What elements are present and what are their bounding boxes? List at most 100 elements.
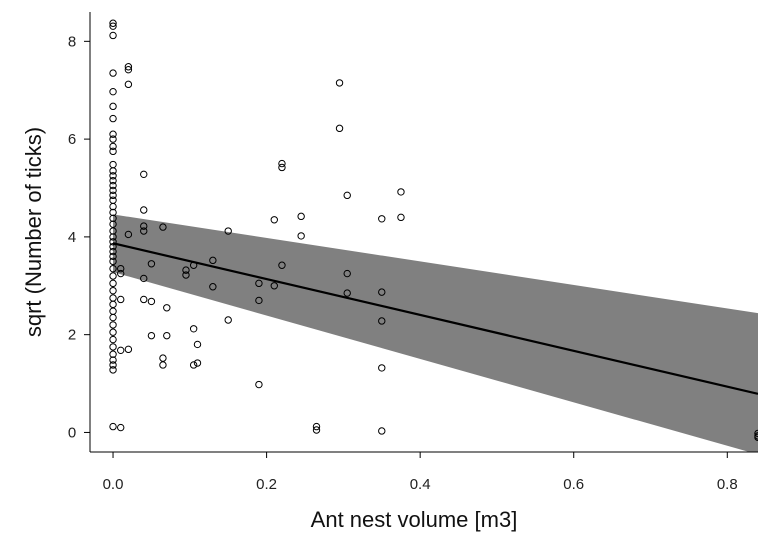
data-point — [255, 279, 263, 288]
data-point — [378, 364, 386, 372]
data-point — [270, 216, 278, 224]
data-point — [297, 212, 305, 221]
axes: 0 2 4 6 8 0.0 0.2 0.4 0.6 0.8 — [68, 12, 758, 493]
confidence-band — [113, 214, 758, 452]
data-point — [109, 361, 117, 369]
data-point — [117, 269, 125, 278]
data-point — [312, 426, 321, 434]
data-point — [335, 79, 344, 87]
data-point — [109, 321, 117, 329]
data-point — [163, 331, 171, 340]
data-point — [109, 87, 117, 96]
data-point — [109, 172, 117, 180]
regression-line — [112, 242, 758, 395]
data-point — [109, 102, 117, 111]
data-point — [209, 256, 217, 265]
data-point — [109, 252, 117, 261]
data-point — [109, 350, 117, 358]
y-axis-label: sqrt (Number of ticks) — [21, 127, 46, 337]
data-point — [109, 307, 117, 315]
data-point — [270, 282, 278, 290]
data-point — [109, 19, 117, 27]
data-point — [109, 69, 117, 77]
data-point — [124, 80, 133, 89]
data-point — [140, 227, 148, 235]
data-point — [140, 295, 148, 304]
data-point — [159, 354, 167, 362]
data-point — [163, 304, 171, 312]
data-point — [189, 361, 198, 369]
data-point — [278, 163, 286, 172]
data-point — [109, 186, 117, 195]
y-tick-label: 8 — [68, 33, 76, 50]
data-point — [378, 215, 386, 223]
data-point — [335, 124, 344, 133]
data-point — [109, 196, 117, 204]
data-point — [109, 176, 117, 185]
data-point — [109, 227, 117, 235]
data-point — [140, 222, 148, 230]
data-point — [147, 297, 156, 306]
data-point — [397, 213, 405, 222]
data-point — [109, 191, 117, 200]
data-point — [378, 317, 386, 325]
data-point — [109, 233, 117, 241]
data-point — [378, 288, 386, 296]
data-points — [109, 19, 758, 442]
data-point — [124, 65, 133, 74]
data-point — [140, 206, 148, 214]
data-point — [159, 361, 167, 369]
data-point — [124, 63, 133, 71]
data-point — [109, 142, 117, 151]
data-point — [297, 232, 305, 240]
data-point — [109, 300, 117, 309]
data-point — [124, 345, 133, 354]
data-point — [109, 257, 117, 266]
x-tick-label: 0.0 — [103, 476, 124, 493]
data-point — [182, 271, 190, 279]
data-point — [140, 274, 148, 283]
data-point — [109, 247, 117, 256]
data-point — [193, 340, 202, 349]
data-point — [397, 188, 405, 196]
data-point — [109, 208, 117, 217]
data-point — [147, 331, 156, 340]
data-point — [109, 335, 117, 344]
data-point — [278, 261, 286, 269]
data-point — [189, 325, 198, 333]
data-point — [343, 191, 351, 200]
data-point — [109, 366, 117, 374]
data-point — [109, 422, 117, 431]
data-point — [117, 264, 125, 273]
x-tick-label: 0.2 — [256, 476, 277, 493]
data-point — [109, 328, 117, 336]
data-point — [278, 159, 286, 168]
data-point — [182, 266, 190, 274]
y-tick-label: 2 — [68, 327, 76, 344]
data-point — [109, 356, 117, 364]
data-point — [343, 269, 351, 278]
data-point — [109, 343, 117, 351]
data-point — [117, 346, 125, 355]
data-point — [109, 214, 117, 223]
data-point — [255, 380, 263, 389]
data-point — [109, 272, 117, 280]
y-tick-label: 4 — [68, 229, 76, 246]
data-point — [117, 423, 125, 432]
data-point — [117, 295, 125, 304]
x-axis-label: Ant nest volume [m3] — [311, 507, 518, 532]
data-point — [193, 359, 202, 367]
data-point — [343, 289, 351, 297]
x-tick-label: 0.4 — [410, 476, 431, 493]
y-tick-label: 6 — [68, 131, 76, 148]
data-point — [109, 181, 117, 190]
data-point — [109, 167, 117, 175]
data-point — [209, 283, 217, 291]
data-point — [109, 22, 117, 30]
data-point — [159, 223, 167, 231]
data-point — [109, 31, 117, 40]
data-point — [378, 427, 386, 435]
data-point — [109, 147, 117, 156]
x-tick-label: 0.8 — [717, 476, 738, 493]
